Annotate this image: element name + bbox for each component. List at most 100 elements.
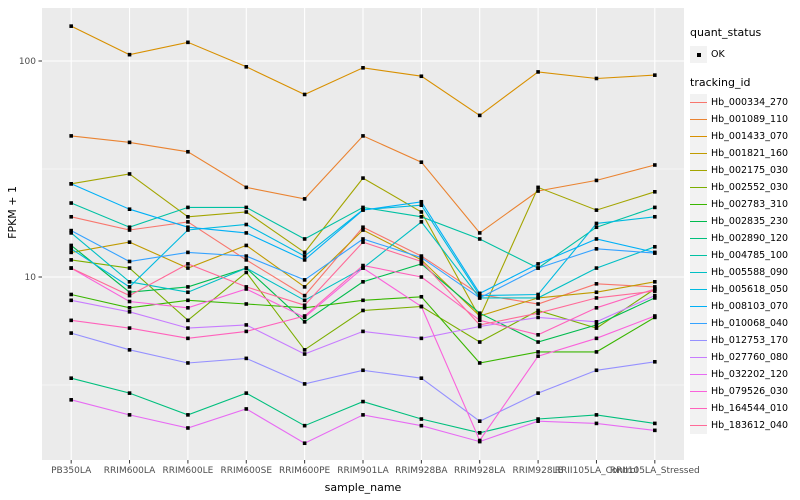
data-point [477,311,482,315]
data-point [244,243,249,248]
data-point [419,259,424,264]
data-point [536,333,540,337]
data-point [361,240,365,244]
data-point [653,285,657,289]
data-point [302,254,307,258]
legend-item-Hb_008103_070: Hb_008103_070 [690,298,798,315]
x-tick-label: RRII105LA_Control [555,466,638,476]
data-point [127,293,132,298]
legend-series-label: Hb_002890_120 [711,233,789,244]
data-point [186,413,190,417]
series-color-line [690,152,707,155]
data-point [186,40,190,45]
data-point [536,354,540,358]
x-tick-label: RRIM600LE [163,466,214,476]
data-point [419,220,424,224]
data-point [361,263,365,268]
data-point [653,314,657,318]
legend-series-label: Hb_002175_030 [711,165,789,176]
data-point [477,419,482,423]
data-point [69,250,73,255]
data-point [69,214,73,219]
series-color-line [690,356,707,359]
legend-series-label: Hb_010068_040 [711,318,789,329]
data-point [302,285,307,289]
legend-quant-status-title: quant_status [690,26,762,39]
data-point [477,113,482,118]
data-point [653,428,657,433]
series-color-line [690,118,707,121]
x-tick-label: RRIM928LA [454,466,506,476]
data-point [186,326,190,330]
series-color-key-icon [690,417,707,434]
data-point [127,259,132,264]
data-point [361,280,365,284]
series-color-key-icon [690,298,707,315]
series-color-line [690,305,707,308]
legend-series-label: Hb_164544_010 [711,403,789,414]
data-point [69,201,73,205]
data-point [419,304,424,309]
data-point [536,391,540,395]
data-point [244,266,249,270]
data-point [244,356,249,361]
data-point [594,421,599,426]
legend-item-Hb_032202_120: Hb_032202_120 [690,366,798,383]
data-point [536,292,540,297]
data-point [477,315,482,320]
data-point [186,228,190,232]
legend-series-label: Hb_008103_070 [711,301,789,312]
legend-item-Hb_010068_040: Hb_010068_040 [690,315,798,332]
data-point [594,76,599,81]
data-point [69,243,73,248]
data-point [477,318,482,323]
legend-item-Hb_079526_030: Hb_079526_030 [690,383,798,400]
data-point [302,237,307,241]
legend-series-label: Hb_027760_080 [711,352,789,363]
series-color-key-icon [690,315,707,332]
series-color-line [690,135,707,138]
data-point [361,368,365,373]
legend-series-label: Hb_079526_030 [711,386,789,397]
data-point [419,210,424,214]
legend-item-Hb_005618_050: Hb_005618_050 [690,281,798,298]
series-color-line [690,322,707,325]
data-point [594,296,599,300]
ok-point-icon [690,46,707,63]
data-point [361,413,365,417]
legend-series-label: Hb_000334_270 [711,97,789,108]
data-point [361,266,365,270]
x-tick-label: RRII105LA_Stressed [610,466,700,476]
data-point [536,308,540,313]
data-point [536,266,540,270]
data-point [361,308,365,313]
data-point [419,214,424,219]
data-point [302,92,307,97]
legend-series-label: Hb_001821_160 [711,148,789,159]
data-point [69,228,73,233]
legend-series-label: Hb_183612_040 [711,420,789,431]
legend-ok-label: OK [711,49,725,60]
data-point [536,70,540,74]
data-point [186,361,190,365]
data-point [594,282,599,286]
data-point [302,303,307,308]
data-point [127,310,132,314]
data-point [419,203,424,207]
data-point [127,52,132,57]
data-point [302,348,307,352]
data-point [361,225,365,230]
data-point [361,237,365,241]
data-point [69,292,73,297]
legend-series-label: Hb_001433_070 [711,131,789,142]
data-point [186,266,190,270]
series-color-key-icon [690,111,707,128]
data-point [244,258,249,262]
series-color-line [690,271,707,274]
data-point [302,278,307,282]
legend-series-label: Hb_005588_090 [711,267,789,278]
series-color-key-icon [690,162,707,179]
data-point [127,306,132,310]
series-color-line [690,237,707,240]
